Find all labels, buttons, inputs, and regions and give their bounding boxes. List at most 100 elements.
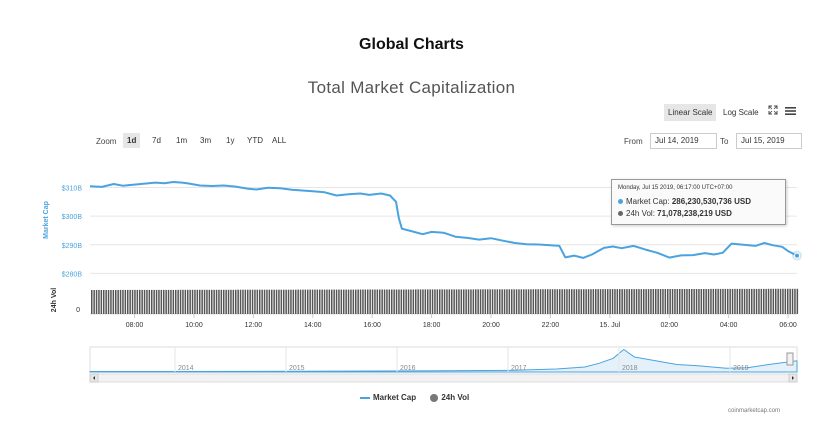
zoom-1d-button[interactable]: 1d — [123, 133, 141, 148]
credit-link[interactable]: coinmarketcap.com — [728, 408, 781, 414]
vol-bar — [225, 289, 227, 314]
zoom-1m-button[interactable]: 1m — [176, 136, 188, 145]
tooltip-market-cap-value: 286,230,530,736 USD — [671, 197, 751, 206]
to-date-input[interactable]: Jul 15, 2019 — [736, 133, 802, 149]
legend-vol[interactable]: 24h Vol — [430, 393, 469, 402]
vol-bar — [794, 288, 796, 314]
vol-bar — [479, 289, 482, 314]
x-tick-label: 12:00 — [245, 322, 263, 329]
vol-bar — [727, 288, 729, 314]
vol-bar — [249, 289, 251, 314]
vol-bar — [619, 289, 621, 314]
zoom-7d-button[interactable]: 7d — [152, 136, 161, 145]
vol-bar — [213, 289, 215, 314]
vol-bar — [175, 289, 177, 314]
vol-bar — [307, 289, 309, 314]
vol-bar — [427, 289, 429, 314]
vol-bar — [535, 289, 537, 314]
vol-bar — [573, 289, 575, 314]
vol-bar — [247, 289, 249, 314]
vol-bar — [635, 289, 638, 314]
fullscreen-icon[interactable] — [768, 105, 778, 115]
y-axis-title: Market Cap — [43, 201, 50, 239]
vol-bar — [179, 289, 182, 314]
dot-swatch-icon — [430, 393, 439, 402]
vol-bar — [602, 289, 604, 314]
vol-bar — [530, 289, 532, 314]
vol-bar — [127, 289, 129, 314]
to-label: To — [720, 137, 729, 146]
vol-bar — [700, 289, 703, 314]
vol-bar — [796, 288, 799, 314]
vol-bar — [141, 289, 143, 314]
vol-bar — [374, 289, 376, 314]
vol-bar — [755, 288, 758, 314]
vol-bar — [559, 289, 561, 314]
vol-bar — [499, 289, 501, 314]
vol-bar — [194, 289, 196, 314]
zoom-ytd-button[interactable]: YTD — [247, 136, 263, 145]
vol-bar — [491, 289, 494, 314]
y-tick-label: $310B — [62, 185, 83, 192]
linear-scale-button[interactable]: Linear Scale — [664, 104, 717, 121]
from-label: From — [624, 137, 643, 146]
legend-vol-label: 24h Vol — [441, 393, 470, 402]
vol-bar — [400, 289, 403, 314]
vol-bar — [112, 290, 115, 314]
vol-bar — [777, 288, 779, 314]
vol-bar — [122, 289, 124, 314]
vol-bar — [655, 289, 657, 314]
vol-bar — [424, 289, 427, 314]
chart-title: Total Market Capitalization — [307, 78, 516, 97]
vol-bar — [117, 290, 119, 314]
vol-bar — [410, 289, 412, 314]
from-date-input[interactable]: Jul 14, 2019 — [650, 133, 717, 149]
legend-market-cap[interactable]: Market Cap — [360, 393, 416, 402]
vol-bar — [326, 289, 328, 314]
vol-bar — [770, 288, 772, 314]
zoom-3m-button[interactable]: 3m — [200, 136, 212, 145]
log-scale-button[interactable]: Log Scale — [723, 108, 759, 117]
vol-bar — [676, 289, 679, 314]
vol-bar — [580, 289, 583, 314]
vol-bar — [571, 289, 573, 314]
y-tick-label: $300B — [62, 214, 83, 221]
navigator-year-label: 2016 — [400, 365, 416, 372]
vol-bar — [165, 289, 167, 314]
menu-icon[interactable] — [785, 106, 796, 116]
vol-bar — [441, 289, 443, 314]
vol-bar — [163, 289, 165, 314]
vol-bar — [220, 289, 223, 314]
vol-bar — [203, 289, 206, 314]
vol-bar — [779, 288, 782, 314]
vol-bar — [787, 288, 789, 314]
vol-bar — [304, 289, 307, 314]
scroll-right-arrow-icon — [792, 376, 794, 380]
tooltip-header: Monday, Jul 15 2019, 06:17:00 UTC+07:00 — [618, 185, 733, 191]
vol-bar — [417, 289, 419, 314]
zoom-1y-button[interactable]: 1y — [226, 136, 235, 145]
navigator-year-label: 2015 — [289, 365, 305, 372]
vol-bar — [455, 289, 458, 314]
vol-bar — [595, 289, 597, 314]
vol-bar — [189, 289, 191, 314]
vol-bar — [263, 289, 266, 314]
vol-bar — [494, 289, 496, 314]
vol-bar — [489, 289, 491, 314]
vol-bar — [667, 289, 669, 314]
vol-bar — [784, 288, 787, 314]
vol-bar — [335, 289, 338, 314]
vol-bar — [167, 289, 170, 314]
vol-bar — [93, 290, 95, 314]
vol-bar — [98, 290, 100, 314]
x-tick-label: 16:00 — [363, 322, 381, 329]
vol-bar — [107, 290, 110, 314]
vol-bar — [290, 289, 292, 314]
vol-bar — [297, 289, 299, 314]
vol-bar — [182, 289, 184, 314]
vol-bar — [772, 288, 775, 314]
vol-bar — [650, 289, 652, 314]
zoom-all-button[interactable]: ALL — [272, 136, 287, 145]
hover-point — [794, 252, 800, 259]
vol-bar — [352, 289, 355, 314]
